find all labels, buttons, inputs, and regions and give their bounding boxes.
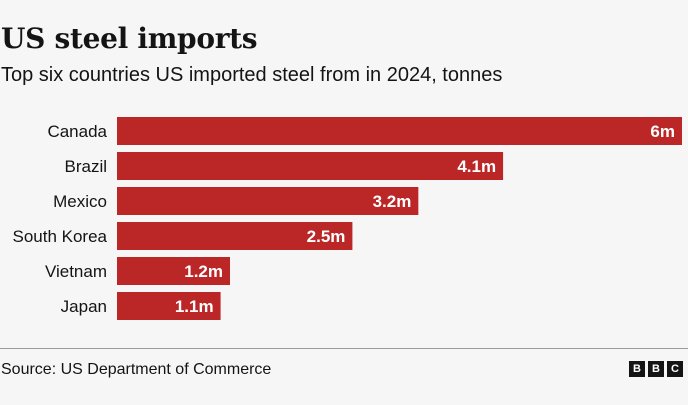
bar-value-label: 2.5m xyxy=(307,227,346,246)
chart-title: US steel imports xyxy=(1,22,258,55)
category-label: Japan xyxy=(61,297,107,316)
category-label: Brazil xyxy=(64,157,107,176)
bar xyxy=(117,222,353,250)
bar xyxy=(117,257,230,285)
bar-value-label: 6m xyxy=(650,122,675,141)
bar xyxy=(117,117,682,145)
bar-value-label: 1.1m xyxy=(175,297,214,316)
bbc-logo: B B C xyxy=(629,361,683,377)
bar xyxy=(117,152,504,180)
bar xyxy=(117,292,221,320)
category-label: Mexico xyxy=(53,192,107,211)
category-label: South Korea xyxy=(12,227,107,246)
bar-chart: Canada 6m Brazil 4.1m Mexico 3.2m South Korea 2… xyxy=(12,117,682,320)
bar xyxy=(117,187,419,215)
bbc-logo-letter: B xyxy=(629,361,645,377)
chart-subtitle: Top six countries US imported steel from… xyxy=(1,64,503,86)
bar-value-label: 4.1m xyxy=(457,157,496,176)
bbc-logo-letter: C xyxy=(667,361,683,377)
bbc-logo-letter: B xyxy=(648,361,664,377)
bar-value-label: 1.2m xyxy=(184,262,223,281)
footer-divider xyxy=(0,348,688,349)
bar-value-label: 3.2m xyxy=(373,192,412,211)
category-label: Canada xyxy=(47,122,107,141)
source-note: Source: US Department of Commerce xyxy=(1,361,272,378)
category-label: Vietnam xyxy=(45,262,107,281)
